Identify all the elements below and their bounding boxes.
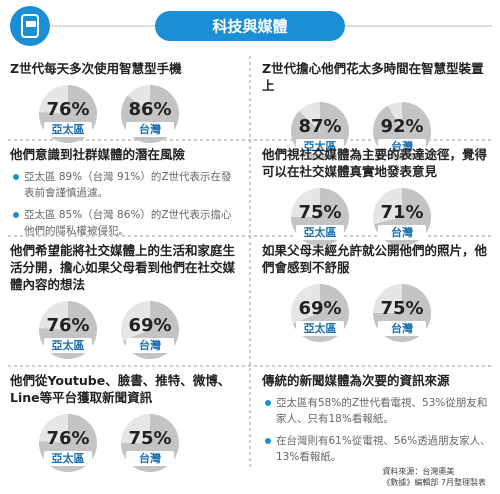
section: 他們希望能將社交媒體上的生活和家庭生活分開，擔心如果父母看到他們在社交媒體內容的… [10,242,242,365]
section: Z世代每天多次使用智慧型手機 76% 亞太區 86% 台灣 [10,60,242,149]
percent-label: 76% [46,99,89,120]
section-title: 他們視社交媒體為主要的表達途徑，覺得可以在社交媒體真實地發表意見 [262,147,488,179]
section-title: 他們希望能將社交媒體上的生活和家庭生活分開，擔心如果父母看到他們在社交媒體內容的… [10,243,236,292]
region-label: 亞太區 [304,321,337,335]
stat-row: 76% 亞太區 86% 台灣 [39,85,179,143]
region-label: 台灣 [391,225,413,239]
region-label: 亞太區 [52,338,85,352]
section-title: 如果父母未經允許就公開他們的照片，他們會感到不舒服 [262,243,488,275]
chat-icon [26,21,36,27]
stat-row: 76% 亞太區 69% 台灣 [39,301,179,359]
percent-label: 71% [380,202,423,223]
region-box [296,139,344,154]
region-box [126,338,174,353]
bullet: 亞太區有58%的Z世代看電視、53%從朋友和家人、只有18%看報紙。 [265,395,494,427]
bullet: 在台灣則有61%從電視、56%透過朋友家人、13%看報紙。 [265,433,494,465]
percent-label: 75% [298,202,341,223]
region-box [296,225,344,240]
percent-label: 86% [128,99,171,120]
region-label: 亞太區 [52,451,85,465]
footer: 資料來源：台灣奧美 《數據》編輯部 7月整理製表 [382,466,486,488]
section-title: 他們意識到社群媒體的潛在風險 [10,147,186,162]
section-title: 傳統的新聞媒體為次要的資訊來源 [262,373,450,388]
section-title: Z世代每天多次使用智慧型手機 [10,61,182,76]
region-box [126,122,174,137]
region-box [44,122,92,137]
region-label: 台灣 [139,338,161,352]
section: Z世代擔心他們花太多時間在智慧型裝置上 87% 亞太區 92% 台灣 [262,60,494,166]
percent-label: 69% [298,298,341,319]
region-label: 台灣 [391,321,413,335]
region-box [126,451,174,466]
percent-label: 87% [298,116,341,137]
percent-label: 76% [46,315,89,336]
region-label: 亞太區 [304,225,337,239]
section: 他們從Youtube、臉書、推特、微博、Line等平台獲取新聞資訊 76% 亞太區 7… [10,372,242,478]
section: 他們意識到社群媒體的潛在風險亞太區 89%（台灣 91%）的Z世代表示在發表前會… [10,146,242,245]
phone-icon [21,14,39,38]
header-title: 科技與媒體 [212,18,287,36]
bullet: 亞太區 89%（台灣 91%）的Z世代表示在發表前會謹慎過濾。 [13,169,242,201]
region-box [378,225,426,240]
stat-row: 75% 亞太區 71% 台灣 [291,188,431,246]
bullet-list: 亞太區有58%的Z世代看電視、53%從朋友和家人、只有18%看報紙。 在台灣則有6… [262,395,494,465]
bullet: 亞太區 85%（台灣 86%）的Z世代表示擔心他們的隱私權被侵犯。 [13,207,242,239]
percent-label: 75% [128,428,171,449]
section: 如果父母未經允許就公開他們的照片，他們會感到不舒服 69% 亞太區 75% 台灣 [262,242,494,348]
region-box [296,321,344,336]
bullet-list: 亞太區 89%（台灣 91%）的Z世代表示在發表前會謹慎過濾。 亞太區 85%（台… [10,169,242,239]
stat-row: 87% 亞太區 92% 台灣 [291,102,431,160]
percent-label: 76% [46,428,89,449]
section: 他們視社交媒體為主要的表達途徑，覺得可以在社交媒體真實地發表意見 75% 亞太區 71… [262,146,494,252]
percent-label: 92% [380,116,423,137]
region-box [378,321,426,336]
title-pill [155,11,345,41]
region-label: 台灣 [139,122,161,136]
stat-row: 76% 亞太區 75% 台灣 [39,414,179,472]
region-box [44,451,92,466]
percent-label: 69% [128,315,171,336]
percent-label: 75% [380,298,423,319]
source: 資料來源：台灣奧美 [382,467,455,476]
region-label: 亞太區 [304,139,337,153]
region-label: 亞太區 [52,122,85,136]
section-title: 他們從Youtube、臉書、推特、微博、Line等平台獲取新聞資訊 [10,373,231,405]
section-title: Z世代擔心他們花太多時間在智慧型裝置上 [262,61,484,93]
stat-row: 69% 亞太區 75% 台灣 [291,284,431,342]
region-label: 台灣 [139,451,161,465]
region-label: 台灣 [391,139,413,153]
credit: 《數據》編輯部 7月整理製表 [382,478,486,487]
region-box [44,338,92,353]
region-box [378,139,426,154]
section: 傳統的新聞媒體為次要的資訊來源亞太區有58%的Z世代看電視、53%從朋友和家人、… [262,372,494,471]
